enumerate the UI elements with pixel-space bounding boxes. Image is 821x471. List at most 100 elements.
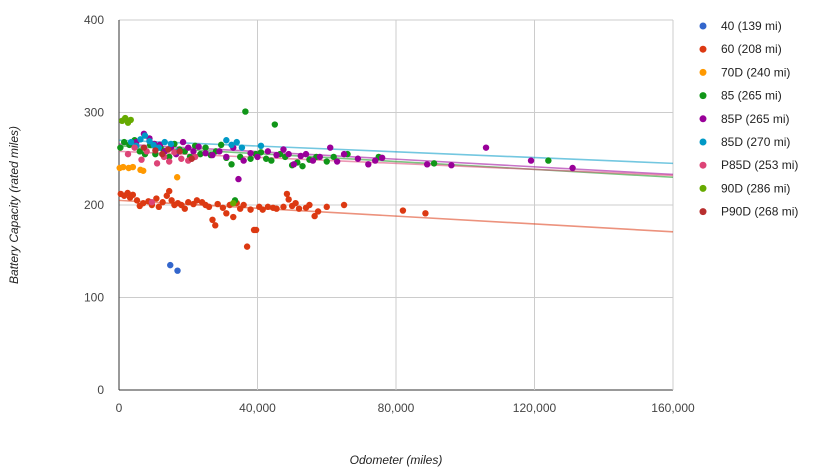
data-point [166,153,173,161]
legend-item: 90D (286 mi) [699,181,790,195]
data-point [197,150,204,158]
data-point [195,143,202,150]
legend-label: 70D (240 mi) [721,65,790,79]
data-point [247,155,254,162]
data-point [280,203,287,211]
data-point [306,201,313,209]
data-point [262,155,270,162]
data-point [150,141,157,149]
data-point [309,157,317,164]
data-point [159,150,166,158]
legend-marker [699,161,707,169]
data-point [155,203,163,211]
data-point [268,157,275,164]
data-point [399,207,407,214]
legend-marker [699,184,707,192]
legend-marker [699,138,707,146]
legend-item: 85D (270 mi) [699,135,790,149]
data-point [243,243,251,250]
data-point [214,200,221,208]
data-point [161,138,168,146]
legend-item: 40 (139 mi) [699,19,782,33]
data-point [140,199,147,207]
legend-item: 70D (240 mi) [699,65,790,79]
x-tick-label: 0 [116,401,123,415]
data-point [178,155,185,162]
data-point [273,205,280,212]
legend-marker [699,68,707,76]
data-point [193,197,201,204]
legend-label: 85P (265 mi) [721,112,789,126]
data-point [423,161,431,168]
data-point [323,158,330,165]
data-point [124,150,132,158]
y-tick-label: 100 [84,291,104,305]
legend-marker [699,208,707,216]
y-axis-title: Battery Capacity (rated miles) [7,126,21,284]
data-point [290,161,298,168]
data-point [153,195,160,202]
data-point [185,144,192,151]
trend-line [118,139,674,165]
data-point [188,155,195,162]
data-point [171,149,178,156]
data-point [141,132,149,139]
y-tick-label: 300 [84,106,104,120]
data-point [209,216,216,223]
data-point [242,108,249,115]
data-point [223,210,230,217]
data-point [292,199,299,207]
y-tick-label: 400 [84,13,104,27]
legend-item: 85P (265 mi) [699,112,789,126]
data-point [295,205,303,212]
data-point [230,199,237,207]
data-point [228,141,235,149]
data-point [240,157,247,164]
data-point [131,144,138,151]
legend-marker [699,92,707,100]
x-tick-label: 80,000 [378,401,415,415]
data-point [129,191,137,199]
data-point [167,140,175,148]
data-point [448,162,455,169]
data-point [283,190,291,198]
data-point [137,136,144,143]
data-point [316,153,324,161]
data-point [176,148,183,155]
legend-item: P85D (253 mi) [699,158,798,172]
data-point [140,144,148,151]
data-point [223,137,230,144]
legend-label: 40 (139 mi) [721,19,782,33]
data-point [259,206,266,213]
y-tick-label: 0 [97,383,104,397]
data-point [148,199,156,206]
data-point [173,174,181,181]
data-point [271,121,279,128]
data-point [209,151,216,159]
data-point [166,158,173,165]
data-point [217,141,225,149]
data-point [202,150,209,157]
data-point [127,116,134,124]
data-point [527,157,535,164]
data-point [119,163,127,171]
legend: 40 (139 mi) 60 (208 mi) 70D (240 mi) 85 (26… [699,19,798,219]
data-point [482,144,490,151]
data-point [569,164,576,172]
data-point [185,199,192,206]
data-point [430,160,438,167]
data-point [285,196,292,203]
data-point [330,153,337,161]
y-tick-label: 200 [84,198,104,212]
data-point [127,138,135,146]
data-point [285,150,292,158]
data-point [205,203,213,211]
data-point [264,203,272,211]
legend-marker [699,45,707,53]
data-point [545,157,552,164]
data-point [297,152,304,160]
legend-label: 85D (270 mi) [721,135,790,149]
legend-item: 60 (208 mi) [699,42,782,56]
data-point [122,114,129,122]
